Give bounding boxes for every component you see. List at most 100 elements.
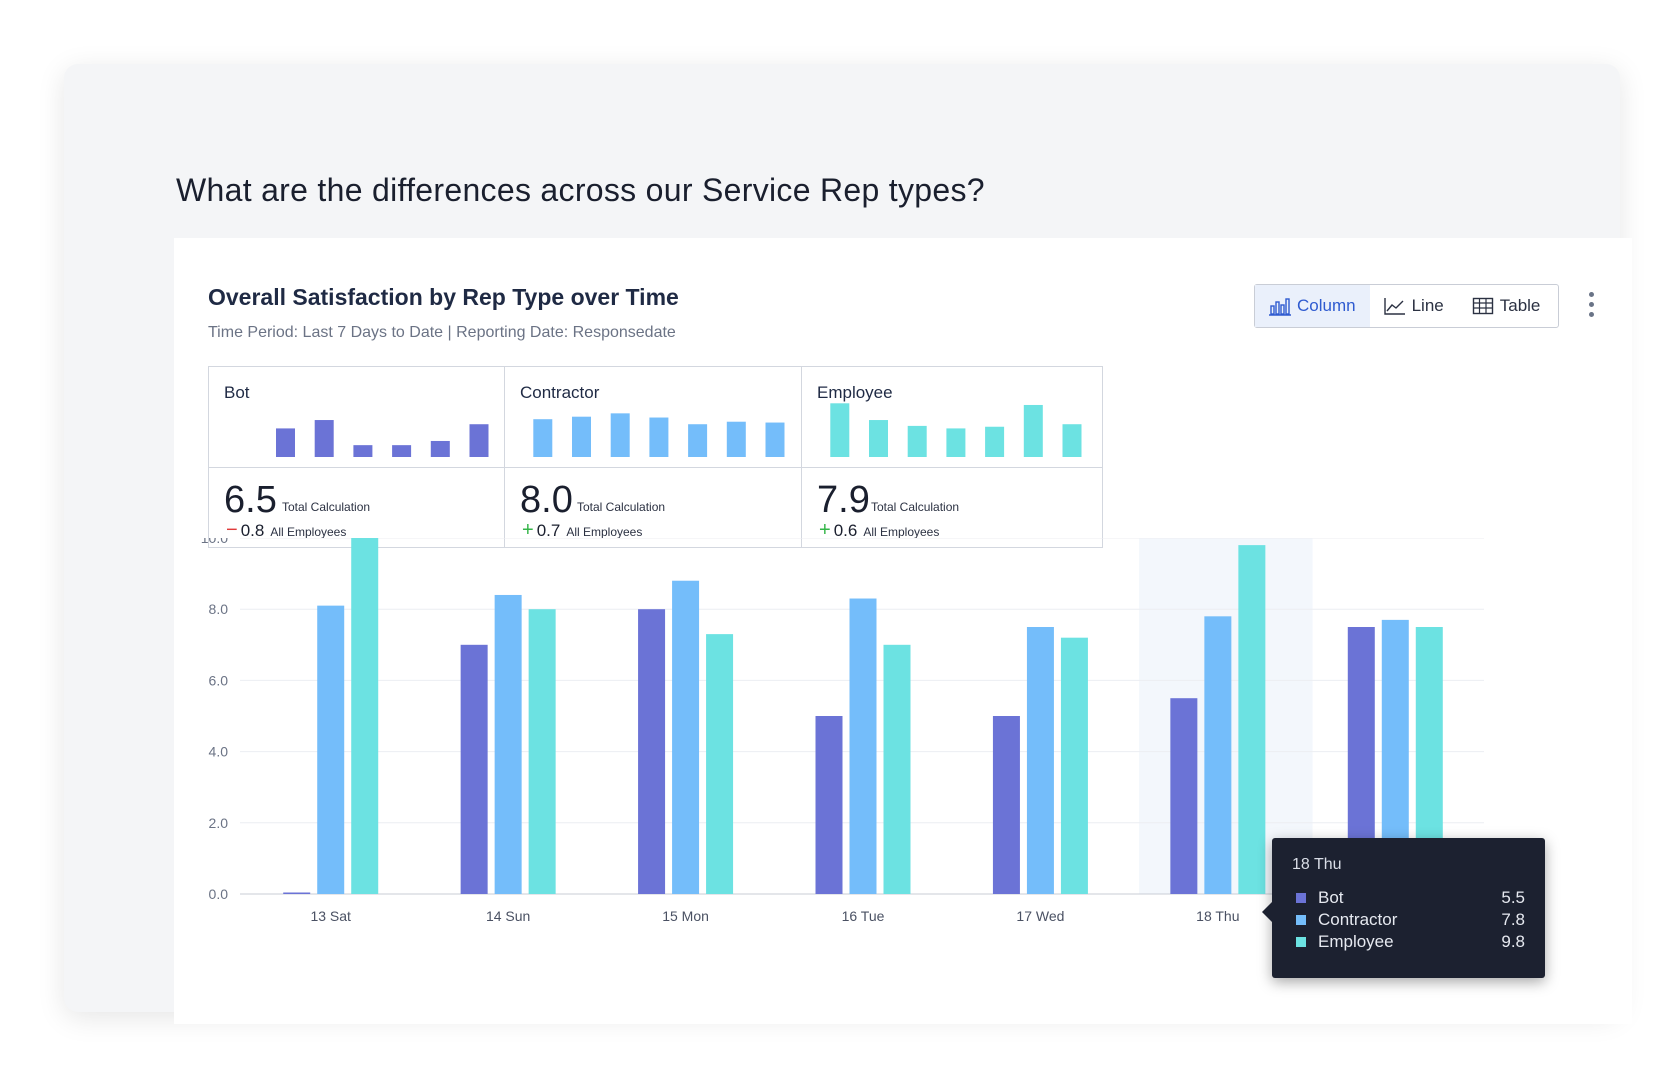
bar-employee[interactable] — [1060, 637, 1088, 894]
dashboard-panel: What are the differences across our Serv… — [64, 64, 1632, 1024]
tooltip-value: 9.8 — [1501, 932, 1525, 951]
chart-card: Overall Satisfaction by Rep Type over Ti… — [174, 238, 1632, 1024]
spark-bar — [430, 440, 450, 457]
bar-contractor[interactable] — [494, 594, 522, 894]
bar-employee[interactable] — [1238, 545, 1266, 894]
bar-bot[interactable] — [638, 609, 666, 894]
summary-card-name: Contractor — [520, 383, 600, 402]
bar-contractor[interactable] — [849, 598, 877, 894]
x-tick-label: 16 Tue — [842, 908, 885, 924]
y-tick-label: 8.0 — [209, 601, 229, 617]
summary-calc-label: Total Calculation — [282, 500, 371, 514]
spark-bar — [276, 428, 295, 457]
tooltip-label: Employee — [1318, 932, 1394, 951]
chart-tooltip: 18 Thu Bot 5.5 Contractor 7.8 Employee 9… — [1262, 838, 1545, 978]
sparkline — [276, 420, 489, 457]
spark-bar — [314, 420, 334, 457]
bar-employee[interactable] — [706, 634, 734, 894]
table-toggle-label: Table — [1499, 296, 1541, 315]
legend-swatch-employee — [1296, 937, 1306, 947]
bar-employee[interactable] — [351, 538, 379, 894]
delta-value: 0.7 — [536, 521, 561, 540]
y-tick-label: 6.0 — [209, 672, 229, 688]
y-tick-label: 2.0 — [209, 815, 229, 831]
bar-contractor[interactable] — [1204, 616, 1232, 894]
x-tick-label: 13 Sat — [310, 908, 351, 924]
spark-bar — [985, 426, 1005, 457]
bar-bot[interactable] — [283, 892, 311, 895]
page-question: What are the differences across our Serv… — [176, 172, 985, 208]
table-toggle-button[interactable]: Table — [1458, 285, 1555, 327]
delta-value: 0.6 — [833, 521, 858, 540]
delta-label: All Employees — [566, 525, 643, 539]
column-chart-icon — [1269, 298, 1291, 316]
spark-bar — [765, 422, 785, 457]
column-toggle-button[interactable]: Column — [1255, 285, 1370, 327]
more-options-icon[interactable] — [1586, 290, 1596, 320]
tooltip-value: 5.5 — [1501, 888, 1525, 907]
summary-card-bot: Bot 6.5 Total Calculation − 0.8 All Empl… — [208, 366, 510, 548]
bar-bot[interactable] — [460, 644, 488, 894]
spark-bar — [830, 403, 850, 457]
chart-subtitle: Time Period: Last 7 Days to Date | Repor… — [208, 324, 676, 341]
x-tick-label: 15 Mon — [662, 908, 709, 924]
line-chart-icon — [1383, 298, 1405, 315]
summary-value: 8.0 — [520, 479, 573, 521]
spark-bar — [688, 424, 708, 457]
bar-contractor[interactable] — [1026, 627, 1054, 894]
tooltip-row-employee: Employee 9.8 — [1296, 932, 1525, 952]
summary-value: 7.9 — [817, 479, 870, 521]
x-tick-label: 17 Wed — [1016, 908, 1064, 924]
y-tick-label: 10.0 — [201, 538, 228, 546]
column-chart: 0.0 2.0 4.0 6.0 8.0 10.0 13 Sat 14 Sun 15 Mon 16 … — [201, 538, 1484, 924]
delta-value: 0.8 — [240, 521, 265, 540]
delta-sign: − — [226, 519, 238, 541]
table-icon — [1472, 297, 1493, 315]
spark-bar — [869, 420, 888, 457]
y-tick-label: 0.0 — [209, 886, 229, 902]
tooltip-value: 7.8 — [1501, 910, 1525, 929]
bar-contractor[interactable] — [672, 580, 700, 894]
spark-bar — [1062, 424, 1082, 457]
x-tick-label: 14 Sun — [486, 908, 530, 924]
column-toggle-label: Column — [1297, 296, 1356, 315]
summary-value: 6.5 — [224, 479, 277, 521]
legend-swatch-contractor — [1296, 915, 1306, 925]
chart-type-toggle: Column Line Table — [1254, 284, 1559, 328]
delta-label: All Employees — [863, 525, 940, 539]
spark-bar — [907, 425, 927, 457]
bar-bot[interactable] — [992, 716, 1020, 894]
y-tick-label: 4.0 — [209, 744, 229, 760]
summary-delta: − 0.8 All Employees — [226, 519, 346, 542]
summary-delta: + 0.6 All Employees — [819, 519, 939, 542]
bar-bot[interactable] — [815, 716, 843, 894]
spark-bar — [946, 428, 966, 457]
spark-bar — [649, 417, 669, 457]
summary-calc-label: Total Calculation — [871, 500, 960, 514]
spark-bar — [392, 445, 412, 457]
summary-card-contractor: Contractor 8.0 Total Calculation + 0.7 A… — [504, 366, 806, 548]
summary-card-name: Employee — [817, 383, 893, 402]
spark-bar — [726, 421, 746, 457]
delta-sign: + — [819, 519, 831, 541]
spark-bar — [353, 445, 373, 457]
summary-card-employee: Employee 7.9 Total Calculation + 0.6 All… — [801, 366, 1103, 548]
bar-employee[interactable] — [883, 644, 911, 894]
delta-label: All Employees — [270, 525, 347, 539]
line-toggle-button[interactable]: Line — [1370, 285, 1458, 327]
spark-bar — [1023, 404, 1043, 457]
summary-calc-label: Total Calculation — [577, 500, 666, 514]
tooltip-row-contractor: Contractor 7.8 — [1296, 910, 1525, 930]
line-toggle-label: Line — [1411, 296, 1444, 315]
summary-delta: + 0.7 All Employees — [522, 519, 642, 542]
sparkline — [533, 413, 785, 457]
spark-bar — [533, 419, 553, 457]
bar-employee[interactable] — [528, 609, 556, 894]
delta-sign: + — [522, 519, 534, 541]
tooltip-label: Bot — [1318, 888, 1344, 907]
spark-bar — [610, 413, 630, 457]
bar-bot[interactable] — [1170, 698, 1198, 894]
spark-bar — [572, 416, 591, 457]
tooltip-label: Contractor — [1318, 910, 1398, 929]
bar-contractor[interactable] — [317, 605, 345, 894]
